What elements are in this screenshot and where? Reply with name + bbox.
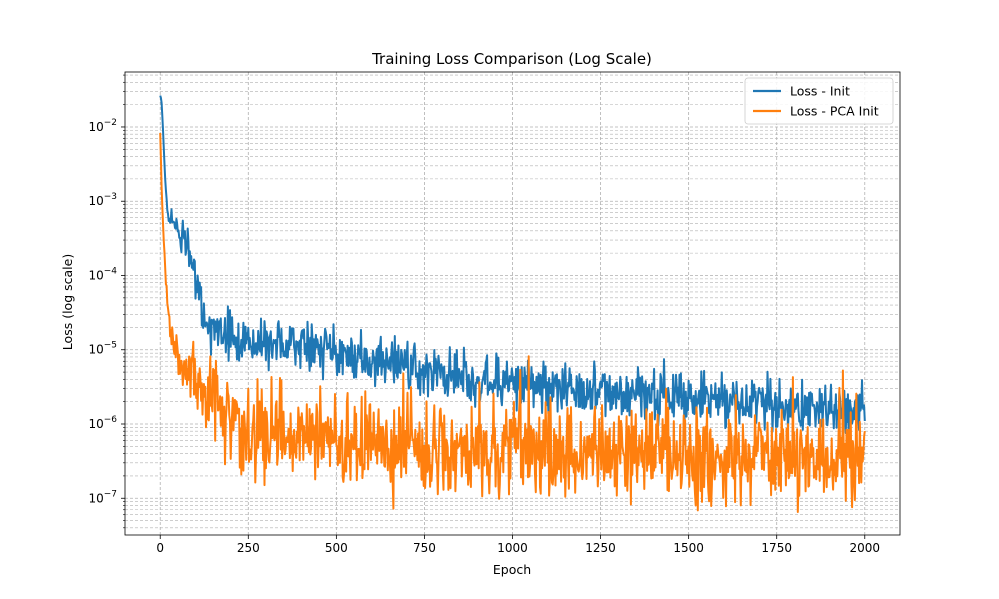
- y-tick-exponent: −6: [104, 415, 118, 425]
- x-tick-label: 1500: [673, 541, 704, 555]
- y-axis-label: Loss (log scale): [60, 254, 75, 350]
- x-axis-label: Epoch: [493, 562, 531, 577]
- x-tick-label: 0: [156, 541, 164, 555]
- y-tick-exponent: −3: [104, 192, 117, 202]
- series-line-2: [159, 132, 866, 513]
- y-axis: 10−710−610−510−410−310−2: [88, 74, 125, 529]
- y-tick-base: 10: [88, 343, 103, 357]
- y-tick-base: 10: [88, 268, 103, 282]
- series-layer: [159, 95, 866, 513]
- y-tick-exponent: −2: [104, 118, 117, 128]
- y-tick-base: 10: [88, 194, 103, 208]
- y-tick-base: 10: [88, 417, 103, 431]
- y-tick-label: 10−5: [88, 341, 117, 357]
- x-tick-label: 750: [413, 541, 436, 555]
- x-tick-label: 250: [237, 541, 260, 555]
- x-tick-label: 1250: [585, 541, 616, 555]
- y-tick-label: 10−6: [88, 415, 117, 431]
- y-tick-label: 10−3: [88, 192, 117, 208]
- legend: Loss - Init Loss - PCA Init: [744, 77, 894, 125]
- y-tick-base: 10: [88, 120, 103, 134]
- x-tick-label: 1000: [497, 541, 528, 555]
- x-tick-label: 500: [325, 541, 348, 555]
- series-line-1: [159, 95, 866, 435]
- x-tick-label: 1750: [761, 541, 792, 555]
- y-tick-label: 10−7: [88, 489, 117, 505]
- legend-label-2: Loss - PCA Init: [790, 104, 879, 119]
- y-tick-label: 10−4: [88, 266, 117, 282]
- y-tick-exponent: −5: [104, 341, 117, 351]
- y-tick-base: 10: [88, 491, 103, 505]
- y-tick-label: 10−2: [88, 118, 117, 134]
- x-axis: 0 250 500 750 1000 1250 1500 1750 2000: [156, 535, 880, 555]
- chart-title: Training Loss Comparison (Log Scale): [371, 50, 652, 68]
- x-tick-label: 2000: [849, 541, 880, 555]
- y-tick-exponent: −7: [104, 489, 117, 499]
- legend-box: [744, 77, 894, 125]
- legend-label-1: Loss - Init: [790, 84, 850, 99]
- y-tick-exponent: −4: [104, 266, 118, 276]
